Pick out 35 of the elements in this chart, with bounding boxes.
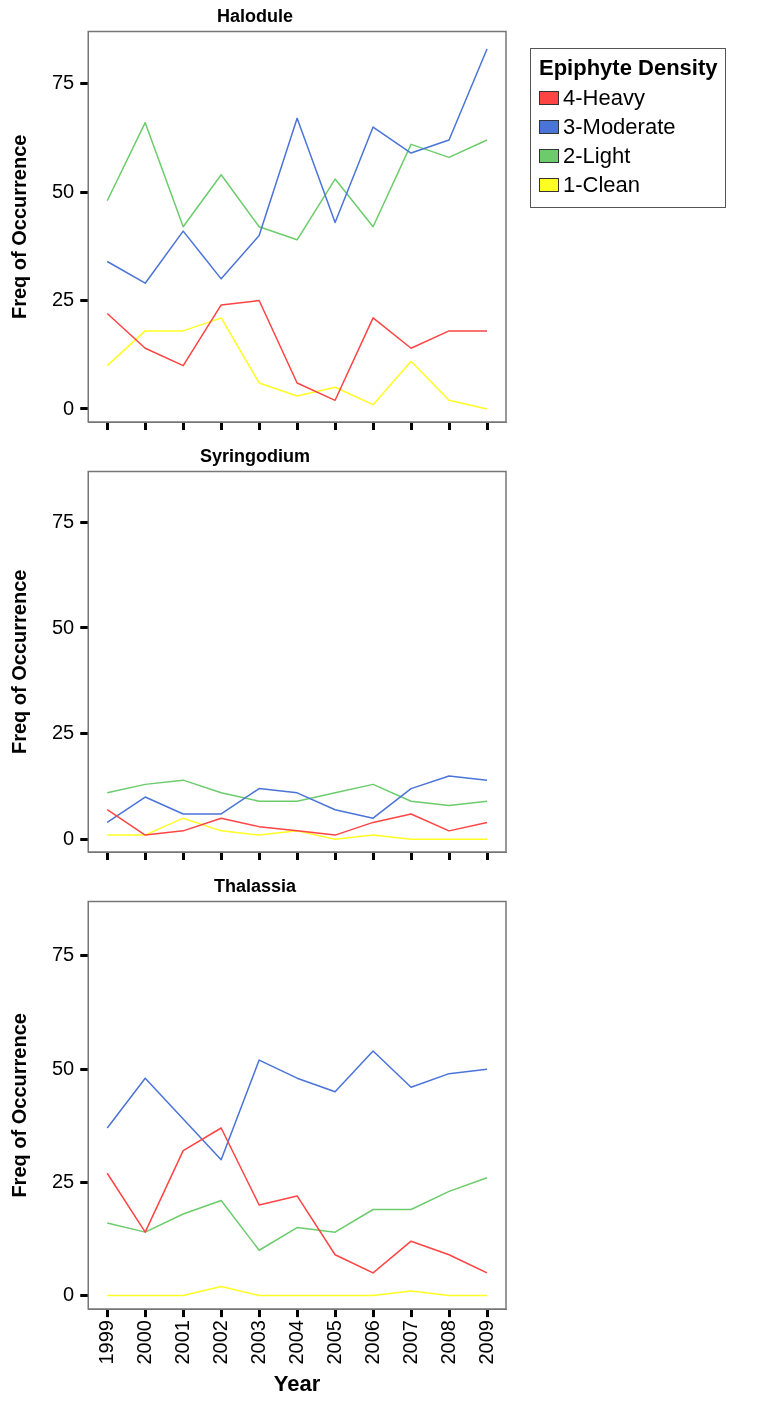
y-tick-label: 50 bbox=[52, 615, 75, 638]
y-tick-label: 0 bbox=[63, 1283, 75, 1306]
chart-title: Syringodium bbox=[199, 445, 311, 466]
x-tick-label: 2001 bbox=[170, 1320, 193, 1365]
legend-label: 1-Clean bbox=[563, 171, 641, 198]
chart-title: Thalassia bbox=[213, 875, 298, 896]
y-tick-label: 25 bbox=[52, 288, 75, 311]
y-tick-label: 25 bbox=[52, 1169, 75, 1192]
y-tick-label: 0 bbox=[63, 826, 75, 849]
x-tick-label: 2004 bbox=[284, 1320, 307, 1365]
chart-title: Halodule bbox=[216, 5, 294, 26]
y-axis-title: Freq of Occurrence bbox=[7, 134, 30, 320]
legend-label: 3-Moderate bbox=[563, 113, 676, 140]
x-tick-label: 2005 bbox=[322, 1320, 345, 1365]
x-tick-label: 1999 bbox=[94, 1320, 117, 1365]
legend-label: 2-Light bbox=[563, 142, 631, 169]
y-axis-title: Freq of Occurrence bbox=[7, 569, 30, 755]
y-tick-label: 50 bbox=[52, 1056, 75, 1079]
y-tick-label: 75 bbox=[52, 943, 75, 966]
x-tick-label: 2007 bbox=[398, 1320, 421, 1365]
y-tick-label: 0 bbox=[63, 396, 75, 419]
x-axis-title: Year bbox=[273, 1370, 321, 1396]
x-tick-label: 2003 bbox=[246, 1320, 269, 1365]
y-tick-label: 50 bbox=[52, 179, 75, 202]
x-tick-label: 2002 bbox=[208, 1320, 231, 1365]
y-tick-label: 25 bbox=[52, 721, 75, 744]
y-tick-label: 75 bbox=[52, 509, 75, 532]
x-tick-label: 2006 bbox=[360, 1320, 383, 1365]
y-tick-label: 75 bbox=[52, 71, 75, 94]
legend-title: Epiphyte Density bbox=[539, 55, 718, 81]
x-tick-label: 2008 bbox=[436, 1320, 459, 1365]
x-tick-label: 2000 bbox=[132, 1320, 155, 1365]
x-tick-label: 2009 bbox=[474, 1320, 497, 1365]
legend-label: 4-Heavy bbox=[563, 84, 645, 111]
y-axis-title: Freq of Occurrence bbox=[7, 1013, 30, 1198]
